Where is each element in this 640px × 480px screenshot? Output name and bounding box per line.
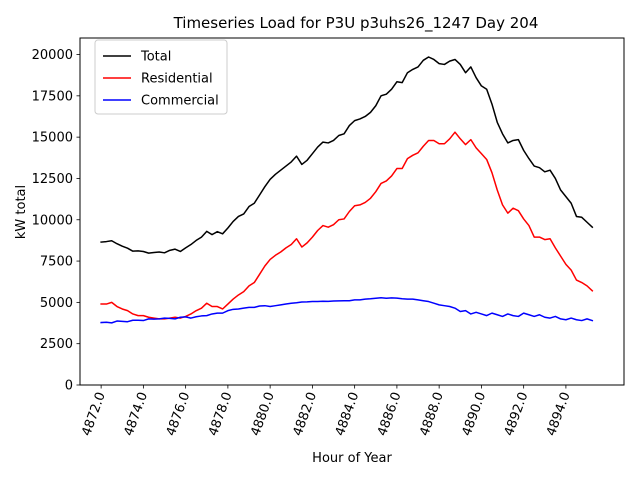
y-axis-ticks: 0 2500 5000 7500 10000 12500 15000 17500 20000 [32, 48, 80, 394]
legend: Total Residential Commercial [94, 39, 228, 115]
legend-label-residential: Residential [141, 72, 213, 87]
y-tick-label: 12500 [32, 172, 73, 187]
chart-title: Timeseries Load for P3U p3uhs26_1247 Day… [173, 14, 539, 33]
plot-frame [79, 37, 625, 386]
legend-frame [94, 39, 228, 115]
y-tick-label: 5000 [40, 296, 73, 311]
y-tick-label: 7500 [40, 255, 73, 270]
series-line-total [100, 56, 594, 254]
legend-label-total: Total [140, 50, 171, 65]
y-tick-label: 0 [65, 379, 73, 394]
axes-group [79, 37, 625, 386]
y-tick-label: 15000 [32, 131, 73, 146]
legend-label-commercial: Commercial [141, 94, 219, 109]
x-axis-label: Hour of Year [312, 451, 392, 466]
y-tick-label: 17500 [32, 89, 73, 104]
y-tick-label: 2500 [40, 337, 73, 352]
y-axis-label: kW total [14, 185, 29, 239]
series-line-commercial [100, 297, 594, 324]
series-group [100, 56, 594, 324]
y-tick-label: 20000 [32, 48, 73, 63]
y-tick-label: 10000 [32, 213, 73, 228]
